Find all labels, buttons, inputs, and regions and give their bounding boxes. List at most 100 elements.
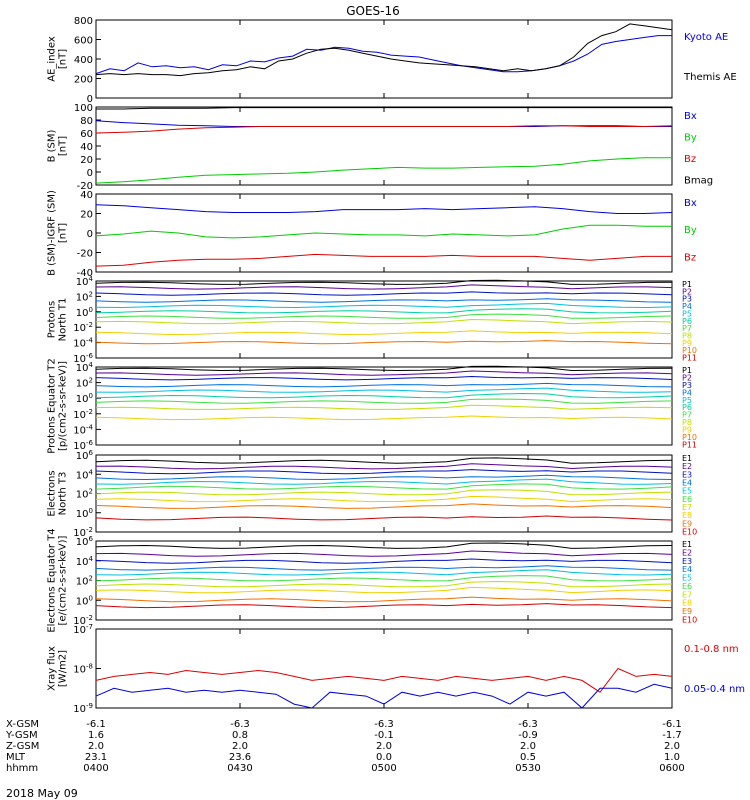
footer-cell: 0.0 <box>376 752 392 763</box>
y-tick-label: 102 <box>76 377 93 390</box>
y-tick-label: 0 <box>87 94 93 105</box>
y-tick-label: 40 <box>80 142 93 153</box>
flux-series-line <box>95 489 673 496</box>
flux-series-line <box>95 495 673 503</box>
xray-series-line <box>95 683 673 709</box>
legend-entry: Bmag <box>684 176 713 187</box>
footer-cell: -6.1 <box>86 719 106 730</box>
legend-entry: E3 <box>682 557 692 566</box>
field-series-line <box>95 157 672 184</box>
legend-entry: E10 <box>682 528 697 537</box>
field-series-line <box>95 253 672 267</box>
legend-entry: E4 <box>682 479 692 488</box>
legend-entry: E7 <box>682 503 692 512</box>
footer-cell: 23.6 <box>229 752 251 763</box>
footer-cell: 1.0 <box>664 752 680 763</box>
y-tick-label: 100 <box>74 103 93 114</box>
flux-series-line <box>95 478 673 485</box>
flux-series-line <box>95 515 673 521</box>
y-tick-label: 200 <box>74 75 93 86</box>
flux-series-line <box>95 302 673 309</box>
y-tick-label: 40 <box>80 190 93 201</box>
flux-series-line <box>95 415 673 421</box>
legend-entry: E10 <box>682 615 697 624</box>
y-tick-label: 104 <box>76 275 94 288</box>
flux-series-line <box>95 474 673 481</box>
legend-entry: P2 <box>682 373 692 382</box>
flux-series-line <box>95 542 673 549</box>
legend-entry: E9 <box>682 519 692 528</box>
legend-entry: By <box>684 133 697 144</box>
legend-entry: P7 <box>682 324 692 333</box>
field-series-line <box>95 125 673 134</box>
plot-title: GOES-16 <box>346 4 400 18</box>
y-axis-label: Electrons <box>47 470 58 516</box>
y-tick-label: 10-2 <box>73 408 93 421</box>
flux-series-line <box>95 586 673 594</box>
footer-cell: -0.9 <box>518 730 538 741</box>
y-tick-label: 10-4 <box>73 423 93 436</box>
y-tick-label: 104 <box>76 468 94 481</box>
footer-row-label: Y-GSM <box>5 730 38 741</box>
legend-entry: P1 <box>682 280 692 289</box>
legend-entry: E5 <box>682 574 692 583</box>
legend-entry: P4 <box>682 302 692 311</box>
flux-series-line <box>95 398 673 404</box>
y-axis-label: North T1 <box>58 298 69 342</box>
flux-series-line <box>95 596 673 603</box>
flux-series-line <box>95 565 673 571</box>
flux-series-line <box>95 318 673 325</box>
footer-cell: 2.0 <box>376 741 392 752</box>
y-tick-label: 100 <box>76 594 93 607</box>
y-tick-label: -20 <box>77 249 93 260</box>
y-axis-label: B (SM)-IGRF (SM) <box>47 190 58 276</box>
footer-row-label: Z-GSM <box>6 741 39 752</box>
legend-entry: E2 <box>682 462 692 471</box>
legend-entry: P9 <box>682 339 692 348</box>
legend-entry: E7 <box>682 590 692 599</box>
footer-cell: 2.0 <box>232 741 248 752</box>
y-tick-label: 600 <box>74 36 93 47</box>
legend-entry: P8 <box>682 418 692 427</box>
footer-row-label: MLT <box>6 752 26 763</box>
legend-entry: P8 <box>682 331 692 340</box>
ae-series-line <box>95 35 672 75</box>
footer-cell: 0600 <box>659 763 684 774</box>
field-series-line <box>96 107 672 110</box>
flux-series-line <box>95 483 673 490</box>
y-tick-label: 10-9 <box>73 702 93 715</box>
legend-entry: E2 <box>682 548 692 557</box>
footer-cell: -6.3 <box>374 719 394 730</box>
footer-cell: 1.6 <box>88 730 104 741</box>
y-axis-label: [nT] <box>58 49 69 69</box>
date-label: 2018 May 09 <box>6 787 78 800</box>
flux-series-line <box>95 365 673 372</box>
flux-series-line <box>95 330 673 336</box>
legend-entry: E6 <box>682 582 692 591</box>
flux-series-line <box>95 580 673 588</box>
legend-entry: E3 <box>682 470 692 479</box>
y-tick-label: 102 <box>76 290 93 303</box>
y-tick-label: 106 <box>76 535 94 548</box>
legend-entry: E8 <box>682 511 692 520</box>
y-tick-label: 800 <box>74 16 93 27</box>
y-tick-label: 0 <box>87 229 93 240</box>
y-axis-label: North T3 <box>58 472 69 516</box>
legend-entry: P3 <box>682 381 692 390</box>
flux-series-line <box>95 340 673 345</box>
y-axis-label: [W/m2] <box>58 650 69 687</box>
legend-entry: E1 <box>682 540 692 549</box>
flux-series-line <box>95 463 673 470</box>
legend-entry: P9 <box>682 426 692 435</box>
y-tick-label: 100 <box>76 392 93 405</box>
legend-entry: Themis AE <box>683 72 737 83</box>
flux-series-line <box>95 457 673 464</box>
field-series-line <box>95 120 672 127</box>
footer-cell: 2.0 <box>520 741 536 752</box>
flux-series-line <box>95 375 673 381</box>
legend-entry: P10 <box>682 433 697 442</box>
flux-series-line <box>95 404 673 410</box>
legend-entry: P5 <box>682 396 692 405</box>
y-axis-label: [p/(cm2-s-sr-keV)] <box>58 361 69 451</box>
y-axis-label: Electrons Equator T4 <box>47 528 58 632</box>
